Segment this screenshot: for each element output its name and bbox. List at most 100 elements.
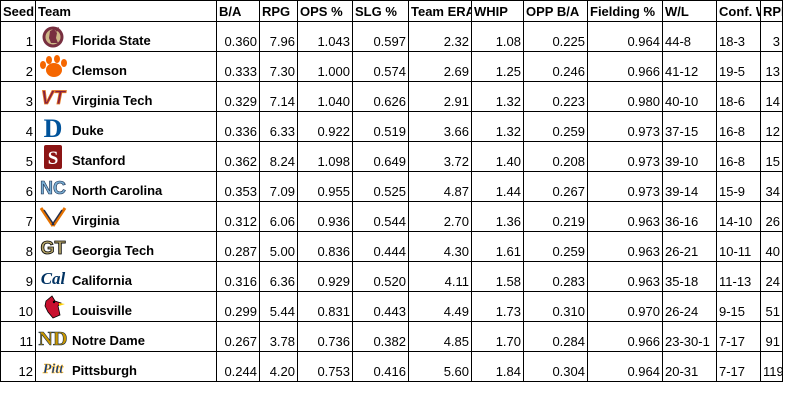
ba-cell: 0.360: [216, 21, 260, 52]
team-name: Virginia: [72, 213, 120, 228]
header-rpi: RPI: [760, 0, 783, 22]
rpi-cell: 15: [760, 141, 783, 172]
nd-logo: ND: [38, 325, 68, 349]
fielding-cell: 0.970: [587, 291, 663, 322]
era-cell: 4.11: [408, 261, 472, 292]
header-whip: WHIP: [471, 0, 524, 22]
conf-wl-cell: 15-9: [716, 171, 761, 202]
rpi-cell: 40: [760, 231, 783, 262]
opp-ba-cell: 0.259: [523, 231, 588, 262]
conf-wl-cell: 9-15: [716, 291, 761, 322]
era-cell: 4.30: [408, 231, 472, 262]
team-name: Louisville: [72, 303, 132, 318]
seed-cell: 3: [0, 81, 36, 112]
team-name: Stanford: [72, 153, 126, 168]
whip-cell: 1.32: [471, 111, 524, 142]
rpg-cell: 6.36: [259, 261, 298, 292]
team-name: Duke: [72, 123, 104, 138]
wl-cell: 35-18: [662, 261, 717, 292]
fielding-cell: 0.963: [587, 231, 663, 262]
seed-cell: 8: [0, 231, 36, 262]
rpi-cell: 51: [760, 291, 783, 322]
slg-cell: 0.382: [352, 321, 409, 352]
header-team: Team: [35, 0, 217, 22]
rpi-cell: 12: [760, 111, 783, 142]
table-row: 12 Pitt Pittsburgh 0.244 4.20 0.753 0.41…: [0, 351, 783, 382]
ops-cell: 0.736: [297, 321, 353, 352]
nd-logo-text: ND: [39, 328, 68, 349]
ba-cell: 0.362: [216, 141, 260, 172]
conf-wl-cell: 10-11: [716, 231, 761, 262]
team-name: Georgia Tech: [72, 243, 155, 258]
wl-cell: 41-12: [662, 51, 717, 82]
rpg-cell: 7.96: [259, 21, 298, 52]
wl-cell: 36-16: [662, 201, 717, 232]
rpi-cell: 13: [760, 51, 783, 82]
opp-ba-cell: 0.246: [523, 51, 588, 82]
fielding-cell: 0.980: [587, 81, 663, 112]
wl-cell: 39-10: [662, 141, 717, 172]
header-conf-wl: Conf. W/L: [716, 0, 761, 22]
duke-d-logo: D: [38, 115, 68, 139]
wl-cell: 37-15: [662, 111, 717, 142]
seed-cell: 4: [0, 111, 36, 142]
whip-cell: 1.08: [471, 21, 524, 52]
rpi-cell: 91: [760, 321, 783, 352]
wl-cell: 23-30-1: [662, 321, 717, 352]
ops-cell: 0.836: [297, 231, 353, 262]
ba-cell: 0.312: [216, 201, 260, 232]
gt-logo: GT: [38, 235, 68, 259]
team-cell: Pitt Pittsburgh: [35, 351, 217, 382]
seed-cell: 12: [0, 351, 36, 382]
fielding-cell: 0.963: [587, 201, 663, 232]
rpg-cell: 6.33: [259, 111, 298, 142]
cardinal-bird-logo: [38, 295, 68, 319]
opp-ba-cell: 0.283: [523, 261, 588, 292]
slg-cell: 0.574: [352, 51, 409, 82]
conf-wl-cell: 18-6: [716, 81, 761, 112]
seed-cell: 6: [0, 171, 36, 202]
slg-cell: 0.520: [352, 261, 409, 292]
table-row: 7 Virginia 0.312 6.06 0.936 0.544 2.70 1…: [0, 201, 783, 232]
conf-wl-cell: 16-8: [716, 111, 761, 142]
rpg-cell: 8.24: [259, 141, 298, 172]
duke-logo-text: D: [44, 115, 63, 139]
slg-cell: 0.597: [352, 21, 409, 52]
fielding-cell: 0.973: [587, 141, 663, 172]
opp-ba-cell: 0.267: [523, 171, 588, 202]
ba-cell: 0.287: [216, 231, 260, 262]
seed-cell: 5: [0, 141, 36, 172]
ops-cell: 0.753: [297, 351, 353, 382]
header-slg: SLG %: [352, 0, 409, 22]
team-name: Notre Dame: [72, 333, 145, 348]
slg-cell: 0.626: [352, 81, 409, 112]
ops-cell: 0.831: [297, 291, 353, 322]
era-cell: 3.72: [408, 141, 472, 172]
whip-cell: 1.32: [471, 81, 524, 112]
whip-cell: 1.44: [471, 171, 524, 202]
whip-cell: 1.61: [471, 231, 524, 262]
table-row: 6 NC North Carolina 0.353 7.09 0.955 0.5…: [0, 171, 783, 202]
team-name: California: [72, 273, 132, 288]
ba-cell: 0.329: [216, 81, 260, 112]
ba-cell: 0.333: [216, 51, 260, 82]
fielding-cell: 0.963: [587, 261, 663, 292]
gt-logo-text: GT: [41, 238, 66, 258]
header-ba: B/A: [216, 0, 260, 22]
conf-wl-cell: 18-3: [716, 21, 761, 52]
opp-ba-cell: 0.219: [523, 201, 588, 232]
slg-cell: 0.649: [352, 141, 409, 172]
conf-wl-cell: 19-5: [716, 51, 761, 82]
ba-cell: 0.244: [216, 351, 260, 382]
opp-ba-cell: 0.208: [523, 141, 588, 172]
whip-cell: 1.40: [471, 141, 524, 172]
conf-wl-cell: 16-8: [716, 141, 761, 172]
era-cell: 2.70: [408, 201, 472, 232]
whip-cell: 1.36: [471, 201, 524, 232]
cal-logo: Cal: [38, 265, 68, 289]
team-cell: D Duke: [35, 111, 217, 142]
seed-cell: 2: [0, 51, 36, 82]
seed-cell: 1: [0, 21, 36, 52]
ops-cell: 0.936: [297, 201, 353, 232]
team-cell: VT Virginia Tech: [35, 81, 217, 112]
